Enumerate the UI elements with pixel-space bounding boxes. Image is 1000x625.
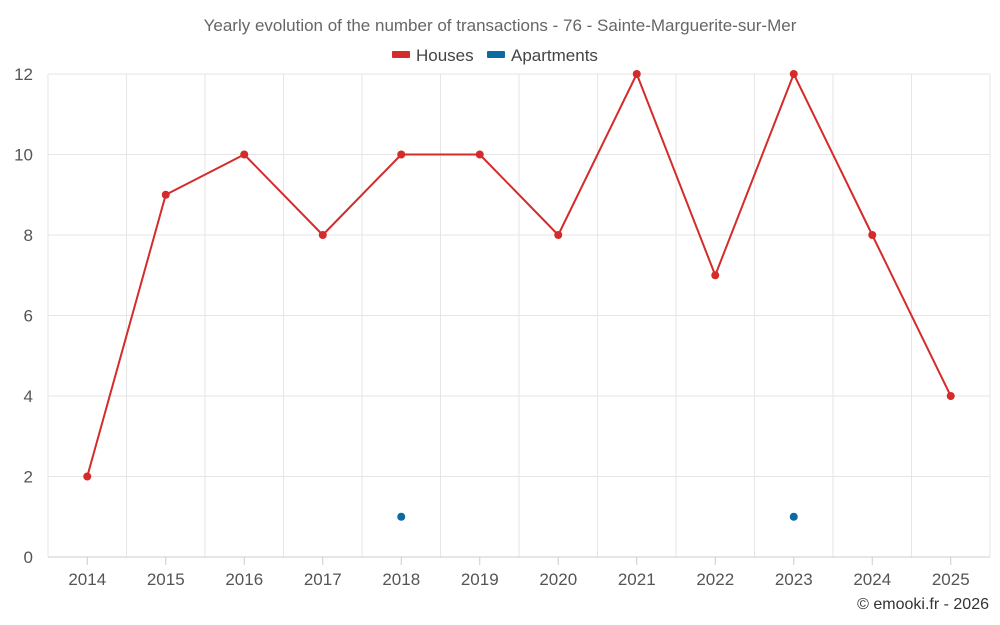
x-tick-label: 2021 xyxy=(618,570,656,589)
point-houses-2024[interactable] xyxy=(868,231,877,239)
legend-label-apartments: Apartments xyxy=(511,46,598,65)
x-tick-label: 2016 xyxy=(225,570,263,589)
point-apartments-2018[interactable] xyxy=(397,512,406,521)
legend: Houses Apartments xyxy=(392,46,598,65)
x-tick-label: 2015 xyxy=(147,570,185,589)
y-tick-label: 4 xyxy=(24,387,33,406)
point-houses-2020[interactable] xyxy=(554,231,563,239)
y-tick-label: 8 xyxy=(24,226,33,245)
point-houses-2025[interactable] xyxy=(946,392,955,400)
y-tick-label: 0 xyxy=(24,548,33,567)
x-tick-label: 2020 xyxy=(539,570,577,589)
legend-swatch-houses xyxy=(392,51,410,58)
grid xyxy=(47,73,991,558)
y-tick-label: 10 xyxy=(14,146,33,165)
point-houses-2022[interactable] xyxy=(711,271,720,280)
plot-series xyxy=(83,70,955,521)
x-tick-label: 2014 xyxy=(68,570,106,589)
series-line-houses xyxy=(86,73,952,477)
x-tick-label: 2019 xyxy=(461,570,499,589)
legend-swatch-apartments xyxy=(487,51,505,58)
point-houses-2017[interactable] xyxy=(318,231,327,239)
y-axis-ticks: 0 2 4 6 8 10 12 xyxy=(14,65,33,567)
x-tick-label: 2023 xyxy=(775,570,813,589)
point-houses-2019[interactable] xyxy=(475,150,484,159)
x-axis-ticks: 2014 2015 2016 2017 2018 2019 2020 2021 2022 2023… xyxy=(68,557,970,589)
legend-item-apartments[interactable]: Apartments xyxy=(487,46,598,65)
chart-title: Yearly evolution of the number of transa… xyxy=(204,16,797,35)
point-houses-2018[interactable] xyxy=(397,150,406,159)
y-tick-label: 2 xyxy=(24,468,33,487)
credit-text: © emooki.fr - 2026 xyxy=(857,596,989,613)
x-tick-label: 2018 xyxy=(382,570,420,589)
x-tick-label: 2022 xyxy=(696,570,734,589)
x-tick-label: 2025 xyxy=(932,570,970,589)
legend-item-houses[interactable]: Houses xyxy=(392,46,474,65)
point-houses-2021[interactable] xyxy=(632,70,641,78)
point-houses-2016[interactable] xyxy=(240,150,249,159)
x-tick-label: 2017 xyxy=(304,570,342,589)
point-apartments-2023[interactable] xyxy=(789,512,798,521)
y-tick-label: 6 xyxy=(24,307,33,326)
point-houses-2014[interactable] xyxy=(83,472,92,481)
legend-label-houses: Houses xyxy=(416,46,474,65)
point-houses-2023[interactable] xyxy=(789,70,798,78)
y-tick-label: 12 xyxy=(14,65,33,84)
point-houses-2015[interactable] xyxy=(161,190,170,199)
x-tick-label: 2024 xyxy=(853,570,891,589)
